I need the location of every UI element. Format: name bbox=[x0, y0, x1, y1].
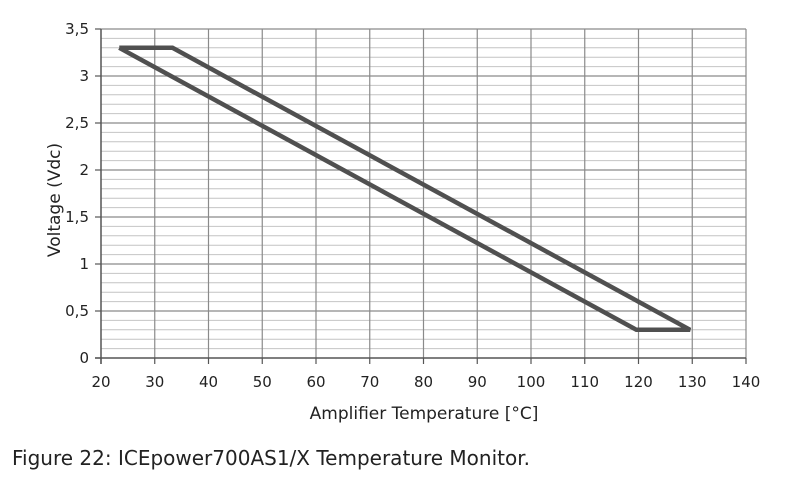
series-layer bbox=[118, 45, 692, 333]
x-tick-label: 110 bbox=[570, 373, 599, 391]
axes bbox=[95, 28, 747, 364]
x-tick-label: 130 bbox=[678, 373, 707, 391]
y-tick-label: 3 bbox=[79, 67, 89, 85]
y-tick-labels: 0 0,5 1 1,5 2 2,5 3 3,5 bbox=[65, 20, 89, 367]
x-tick-label: 30 bbox=[145, 373, 164, 391]
x-tick-label: 20 bbox=[91, 373, 110, 391]
x-tick-label: 70 bbox=[360, 373, 379, 391]
series-line bbox=[118, 45, 692, 333]
x-tick-label: 90 bbox=[468, 373, 487, 391]
y-tick-label: 1,5 bbox=[65, 208, 89, 226]
x-axis-title: Amplifier Temperature [°C] bbox=[310, 404, 539, 424]
y-tick-label: 3,5 bbox=[65, 20, 89, 38]
x-tick-label: 60 bbox=[306, 373, 325, 391]
x-tick-label: 40 bbox=[199, 373, 218, 391]
figure-caption: Figure 22: ICEpower700AS1/X Temperature … bbox=[12, 446, 530, 470]
temperature-monitor-chart: 20 30 40 50 60 70 80 90 100 110 120 130 140 0 0,5 1 1,5… bbox=[45, 20, 760, 424]
x-tick-label: 50 bbox=[253, 373, 272, 391]
y-tick-label: 0,5 bbox=[65, 302, 89, 320]
x-tick-labels: 20 30 40 50 60 70 80 90 100 110 120 130 140 bbox=[91, 373, 760, 391]
x-tick-label: 80 bbox=[414, 373, 433, 391]
y-tick-label: 2,5 bbox=[65, 114, 89, 132]
y-axis-title: Voltage (Vdc) bbox=[45, 143, 65, 257]
y-tick-label: 1 bbox=[79, 255, 89, 273]
x-tick-label: 100 bbox=[517, 373, 546, 391]
x-tick-label: 120 bbox=[624, 373, 653, 391]
y-tick-label: 2 bbox=[79, 161, 89, 179]
y-tick-label: 0 bbox=[79, 349, 89, 367]
x-tick-label: 140 bbox=[732, 373, 761, 391]
